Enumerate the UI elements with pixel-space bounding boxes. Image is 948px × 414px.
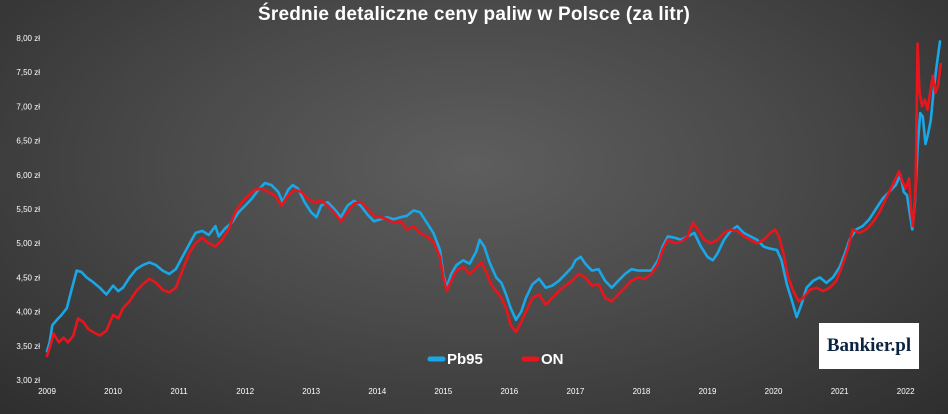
y-tick-label: 8,00 zł (16, 34, 40, 43)
x-tick-label: 2014 (368, 387, 386, 396)
y-tick-label: 6,00 zł (16, 171, 40, 180)
y-tick-label: 6,50 zł (16, 137, 40, 146)
logo-text: Bankier.pl (826, 335, 912, 356)
x-tick-label: 2010 (104, 387, 122, 396)
series-line-on (45, 42, 943, 358)
y-tick-label: 5,50 zł (16, 205, 40, 214)
x-axis: 2009 2010 2011 2012 2013 2014 2015 2016 2017 2018… (38, 387, 915, 396)
x-tick-label: 2011 (171, 387, 189, 396)
x-tick-label: 2013 (302, 387, 320, 396)
x-tick-label: 2016 (500, 387, 518, 396)
x-tick-label: 2019 (699, 387, 717, 396)
y-tick-label: 4,50 zł (16, 273, 40, 282)
y-tick-label: 3,00 zł (16, 376, 40, 385)
x-tick-label: 2020 (765, 387, 783, 396)
x-tick-label: 2018 (633, 387, 651, 396)
y-tick-label: 5,00 zł (16, 239, 40, 248)
y-tick-label: 7,50 zł (16, 68, 40, 77)
series-line-pb95 (45, 40, 942, 353)
bankier-logo: Bankier.pl (819, 323, 919, 369)
chart-title: Średnie detaliczne ceny paliw w Polsce (… (258, 4, 690, 25)
y-tick-label: 4,00 zł (16, 308, 40, 317)
y-axis: 3,00 zł 3,50 zł 4,00 zł 4,50 zł 5,00 zł 5,50 … (16, 34, 40, 385)
x-tick-label: 2015 (434, 387, 452, 396)
x-tick-label: 2009 (38, 387, 56, 396)
y-tick-label: 7,00 zł (16, 102, 40, 111)
legend-label-on: ON (541, 351, 564, 368)
x-tick-label: 2012 (236, 387, 254, 396)
legend: Pb95 ON (427, 351, 564, 368)
series-layer (45, 40, 943, 358)
x-tick-label: 2021 (831, 387, 849, 396)
y-tick-label: 3,50 zł (16, 342, 40, 351)
legend-label-pb95: Pb95 (447, 351, 483, 368)
x-tick-label: 2017 (567, 387, 585, 396)
x-tick-label: 2022 (897, 387, 915, 396)
